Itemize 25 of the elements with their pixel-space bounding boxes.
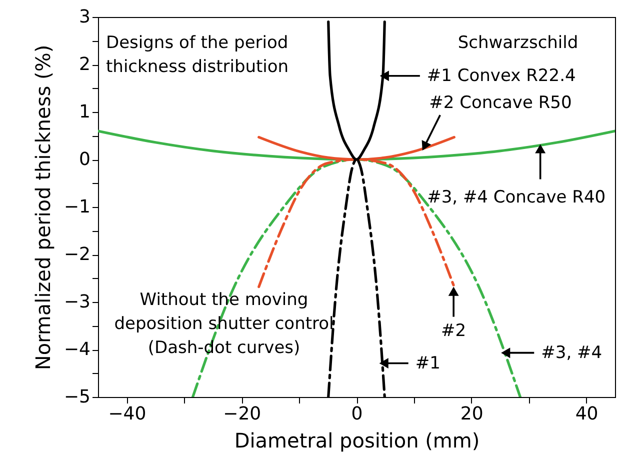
annotation: #2: [441, 320, 466, 341]
y-tick-label: 0: [79, 149, 90, 170]
y-tick-label: 2: [79, 54, 90, 75]
y-tick-label: 3: [79, 6, 90, 28]
y-tick-label: −4: [64, 339, 90, 360]
annotation: #1: [415, 353, 440, 374]
annotation: #3, #4: [541, 342, 602, 363]
annotation: Without the moving deposition shutter control (Dash-dot curves): [114, 290, 334, 358]
x-tick-label: −40: [108, 404, 146, 424]
x-tick-label: 0: [351, 404, 363, 424]
y-axis-title: Normalized period thickness (%): [30, 44, 55, 370]
y-tick-label: 1: [79, 102, 90, 122]
annotation: #1 Convex R22.4: [426, 66, 576, 86]
annotation: #3, #4 Concave R40: [427, 187, 606, 208]
annotation: Designs of the period thickness distribution: [106, 33, 289, 77]
y-tick-label: −3: [64, 292, 90, 312]
x-tick-label: 20: [460, 404, 484, 424]
y-tick-label: −5: [64, 386, 90, 408]
annotation: #2 Concave R50: [429, 93, 572, 114]
y-tick-label: −1: [64, 196, 90, 218]
x-tick-label: 40: [575, 404, 598, 424]
x-axis-title: Diametral position (mm): [234, 428, 480, 452]
x-tick-label: −20: [223, 404, 262, 424]
annotation: Schwarzschild: [458, 33, 578, 53]
y-tick-label: −2: [64, 244, 90, 265]
